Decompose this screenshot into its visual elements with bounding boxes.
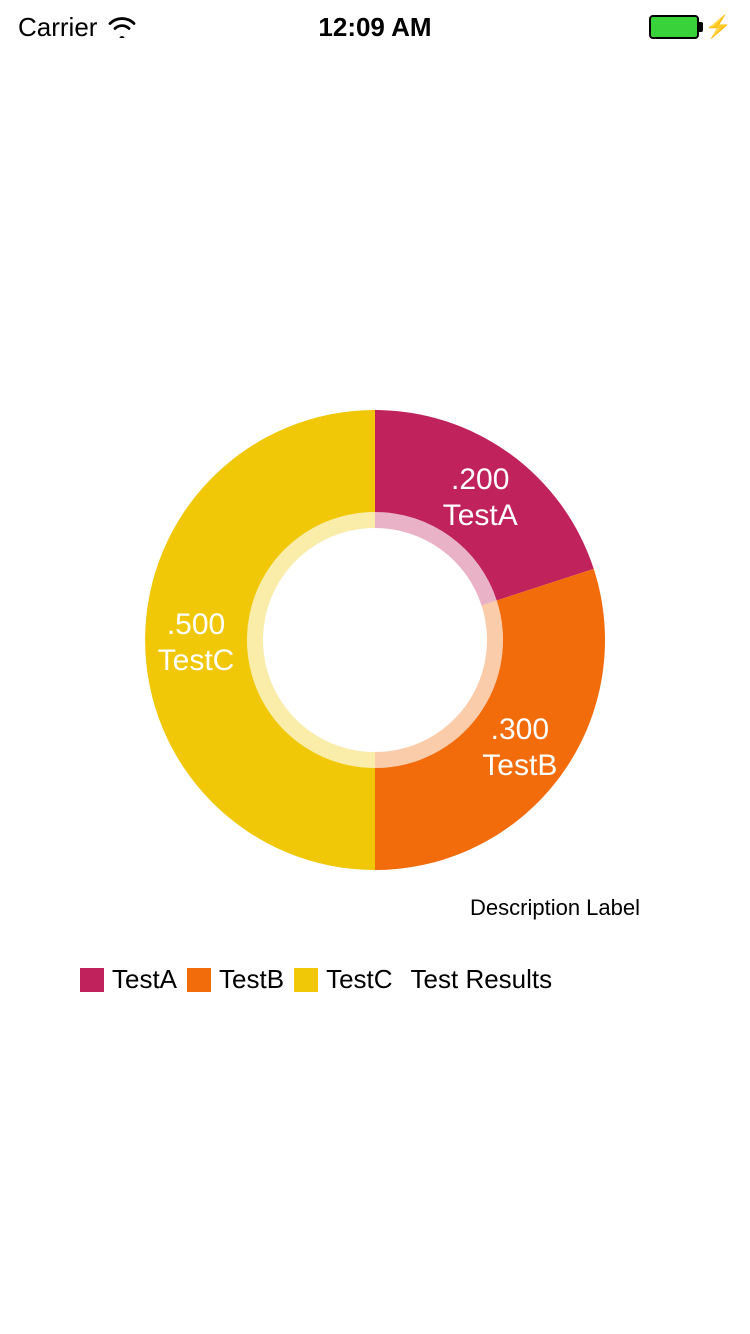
- charging-icon: ⚡: [705, 14, 732, 40]
- legend: TestA TestB TestC Test Results: [80, 964, 552, 995]
- legend-item-testb: TestB: [187, 964, 284, 995]
- slice-name-testb: TestB: [482, 749, 557, 782]
- time-label: 12:09 AM: [318, 12, 431, 42]
- battery-icon: [649, 15, 699, 39]
- carrier-label: Carrier: [18, 12, 97, 43]
- legend-item-testa: TestA: [80, 964, 177, 995]
- legend-title: Test Results: [411, 964, 553, 995]
- legend-label-testa: TestA: [112, 964, 177, 995]
- slice-value-testb: .300: [491, 713, 549, 746]
- legend-swatch-testc: [294, 968, 318, 992]
- description-label: Description Label: [470, 895, 640, 921]
- legend-swatch-testa: [80, 968, 104, 992]
- slice-name-testc: TestC: [158, 644, 235, 677]
- slice-name-testa: TestA: [443, 499, 518, 532]
- donut-chart: .200TestA .300TestB .500TestC: [135, 400, 615, 880]
- donut-svg: .200TestA .300TestB .500TestC: [135, 400, 615, 880]
- legend-label-testb: TestB: [219, 964, 284, 995]
- status-time: 12:09 AM: [318, 12, 431, 43]
- legend-swatch-testb: [187, 968, 211, 992]
- legend-label-testc: TestC: [326, 964, 392, 995]
- status-left: Carrier: [18, 12, 137, 43]
- slice-value-testa: .200: [451, 463, 509, 496]
- legend-item-testc: TestC: [294, 964, 392, 995]
- description-text: Description Label: [470, 895, 640, 920]
- status-right: ⚡: [649, 14, 732, 40]
- slice-value-testc: .500: [167, 608, 225, 641]
- wifi-icon: [107, 16, 137, 38]
- status-bar: Carrier 12:09 AM ⚡: [0, 0, 750, 44]
